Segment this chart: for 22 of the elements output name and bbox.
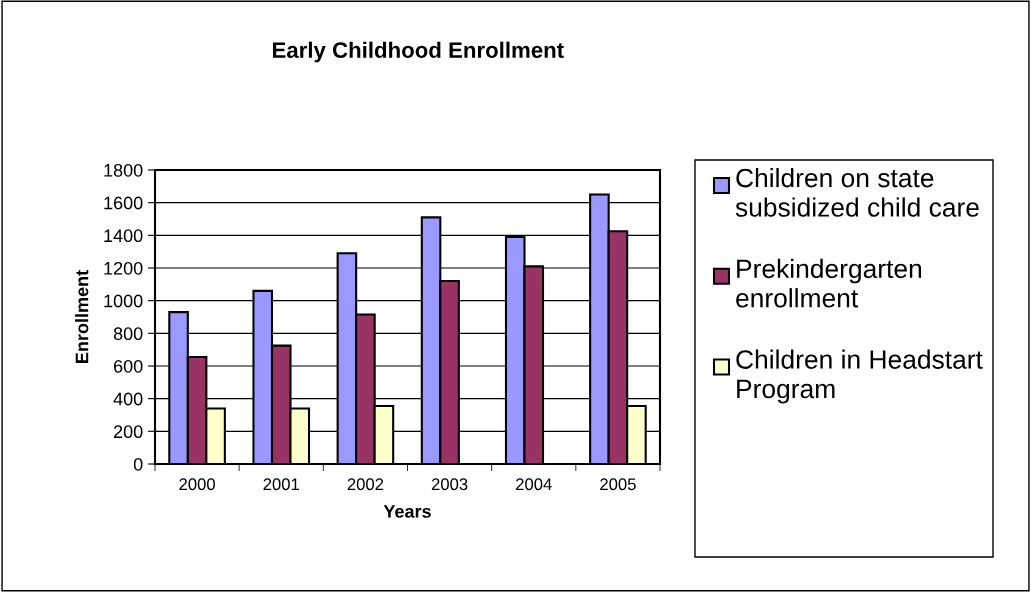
x-tick-label: 2003 [431, 478, 468, 491]
y-tick-label: 200 [113, 425, 143, 439]
legend-label: Prekindergarten enrollment [736, 258, 922, 308]
legend-label: Children on state subsidized child care [735, 168, 979, 217]
y-axis-title: Enrollment [75, 270, 89, 363]
y-tick-label: 600 [113, 359, 143, 373]
chart-title: Early Childhood Enrollment [273, 41, 564, 63]
x-tick-label: 2005 [600, 478, 636, 491]
y-tick-label: 400 [113, 392, 143, 406]
x-tick-label: 2000 [179, 478, 215, 491]
y-tick-label: 800 [113, 327, 143, 341]
x-tick-label: 2002 [347, 478, 384, 491]
x-axis-title: Years [383, 505, 431, 518]
y-tick-label: 1400 [104, 229, 143, 243]
y-tick-label: 0 [133, 457, 143, 471]
y-tick-label: 1200 [104, 261, 143, 275]
x-tick-label: 2001 [263, 478, 299, 491]
y-tick-label: 1600 [104, 196, 143, 210]
y-tick-label: 1800 [104, 163, 143, 177]
y-tick-label: 1000 [104, 294, 143, 308]
x-tick-label: 2004 [516, 478, 552, 491]
legend-label: Children in Headstart Program [736, 349, 983, 404]
